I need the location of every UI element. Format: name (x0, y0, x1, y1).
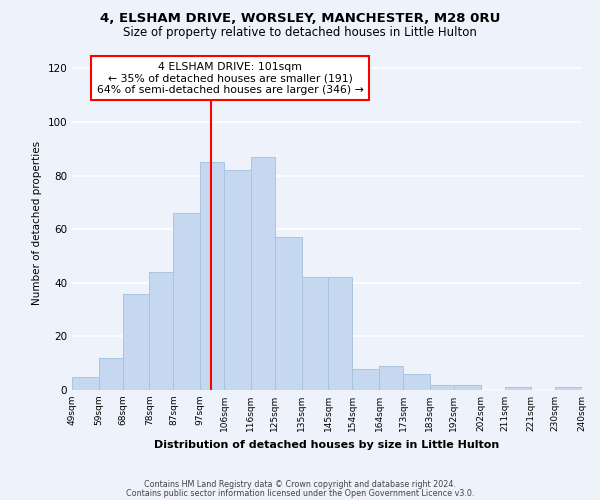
Text: Size of property relative to detached houses in Little Hulton: Size of property relative to detached ho… (123, 26, 477, 39)
Bar (173, 213, 200, 390)
Bar (403, 374, 430, 390)
Bar (224, 170, 251, 390)
Bar (454, 384, 481, 390)
Text: Contains public sector information licensed under the Open Government Licence v3: Contains public sector information licen… (126, 488, 474, 498)
Text: Contains HM Land Registry data © Crown copyright and database right 2024.: Contains HM Land Registry data © Crown c… (144, 480, 456, 489)
Text: 4 ELSHAM DRIVE: 101sqm
← 35% of detached houses are smaller (191)
64% of semi-de: 4 ELSHAM DRIVE: 101sqm ← 35% of detached… (97, 62, 364, 95)
X-axis label: Distribution of detached houses by size in Little Hulton: Distribution of detached houses by size … (154, 440, 500, 450)
Bar (379, 366, 403, 390)
Bar (99, 358, 123, 390)
Bar (200, 162, 224, 390)
Bar (72, 376, 99, 390)
Bar (555, 388, 582, 390)
Bar (505, 388, 531, 390)
Bar (328, 278, 352, 390)
Y-axis label: Number of detached properties: Number of detached properties (32, 140, 42, 304)
Bar (123, 294, 149, 390)
Text: 4, ELSHAM DRIVE, WORSLEY, MANCHESTER, M28 0RU: 4, ELSHAM DRIVE, WORSLEY, MANCHESTER, M2… (100, 12, 500, 26)
Bar (149, 272, 173, 390)
Bar (302, 278, 328, 390)
Bar (251, 157, 275, 390)
Bar (352, 368, 379, 390)
Bar (275, 237, 302, 390)
Bar (430, 384, 454, 390)
